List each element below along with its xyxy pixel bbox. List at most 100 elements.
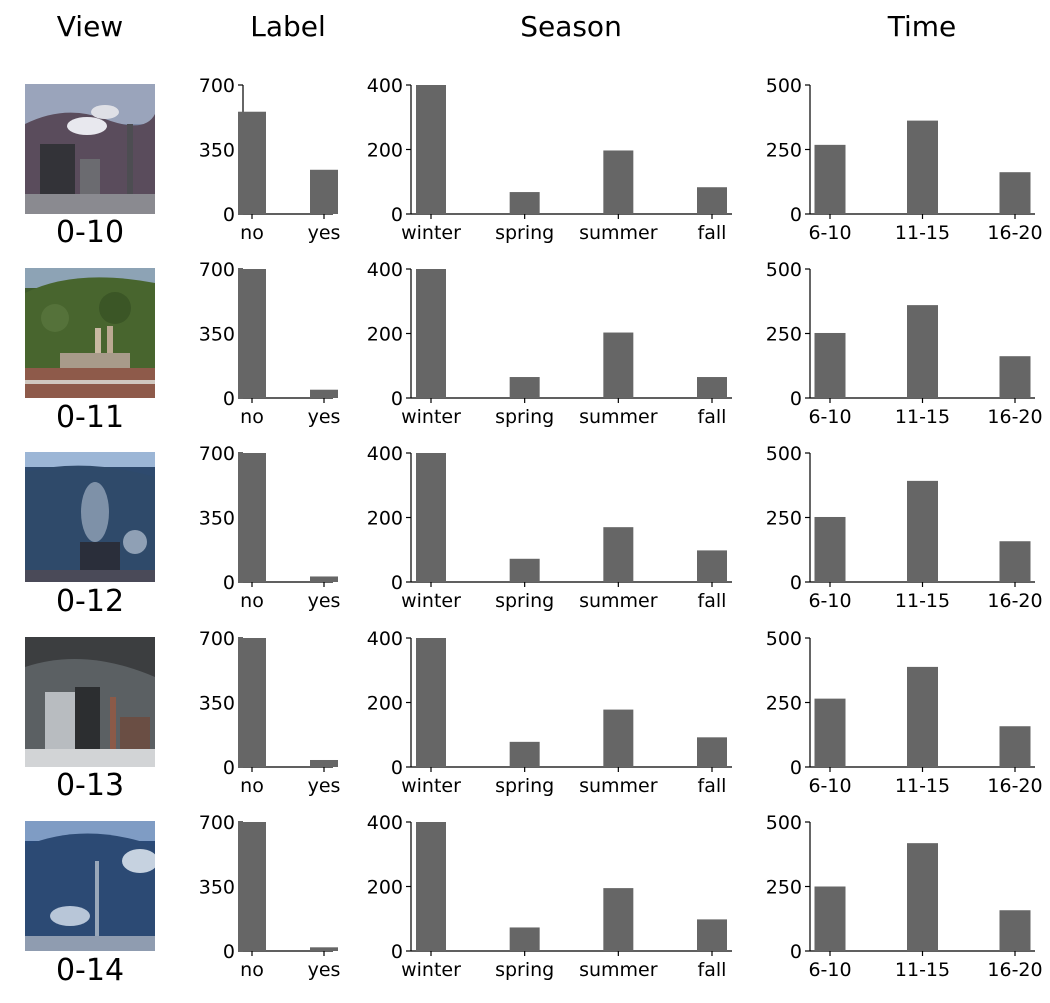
row-0-time-bar-11-15 — [907, 120, 938, 214]
row-4-time-ytick-label-500: 500 — [766, 812, 802, 834]
row-4-time-bar-6-10 — [814, 886, 846, 951]
row-0-time-bar-16-20 — [999, 172, 1031, 214]
row-2-label-xtick-label-no: no — [240, 590, 264, 612]
row-2-time-xtick-label-11-15: 11-15 — [895, 590, 950, 612]
row-1-season-ytick-label-200: 200 — [367, 324, 403, 346]
row-1-label-ytick-label-0: 0 — [223, 388, 235, 410]
row-0-season-xtick-label-summer: summer — [579, 222, 658, 244]
row-4-season-xtick-label-winter: winter — [401, 959, 461, 981]
view-thumbnail-0-13 — [25, 637, 155, 767]
row-4-season-xtick-label-fall: fall — [698, 959, 727, 981]
row-1-label-xtick-label-no: no — [240, 406, 264, 428]
view-thumbnail-0-10 — [25, 84, 155, 214]
row-0-time-xtick-label-11-15: 11-15 — [895, 222, 950, 244]
row-2-season-xtick-label-winter: winter — [401, 590, 461, 612]
row-4-label-ytick-label-350: 350 — [199, 877, 235, 899]
row-0-time-xtick-label-6-10: 6-10 — [808, 222, 851, 244]
row-3-label-ytick-label-0: 0 — [223, 757, 235, 779]
row-4-season-bar-fall — [697, 919, 727, 951]
row-1-label-bar-yes — [310, 389, 338, 398]
row-1-season-bar-summer — [603, 332, 634, 398]
header-label: Label — [250, 10, 326, 43]
row-3-season-bar-winter — [416, 638, 446, 767]
row-0-season-ytick-label-400: 400 — [367, 75, 403, 97]
row-3-label-bar-yes — [310, 759, 338, 767]
row-3-season-xtick-label-summer: summer — [579, 775, 658, 797]
row-1-season-xtick-label-summer: summer — [579, 406, 658, 428]
row-0-label-ytick-label-700: 700 — [199, 75, 235, 97]
row-1-season-ytick-label-0: 0 — [391, 388, 403, 410]
row-1-label-xtick-label-yes: yes — [308, 406, 341, 428]
row-2-season-bar-fall — [697, 550, 727, 582]
row-4-label-bar-yes — [310, 947, 338, 951]
row-4-label-ytick-label-700: 700 — [199, 812, 235, 834]
header-season: Season — [520, 10, 622, 43]
row-3-time-bar-6-10 — [814, 698, 846, 767]
row-2-time-bar-11-15 — [907, 480, 938, 582]
row-0-label-xtick-label-yes: yes — [308, 222, 341, 244]
view-thumbnail-0-11 — [25, 268, 155, 398]
row-3-label-ytick-label-700: 700 — [199, 628, 235, 650]
row-1-season-bar-fall — [697, 377, 727, 398]
row-1-time-bar-11-15 — [907, 305, 938, 398]
row-0-season-xtick-label-spring: spring — [495, 222, 554, 244]
row-4-time-xtick-label-6-10: 6-10 — [808, 959, 851, 981]
row-3-time-bar-11-15 — [907, 666, 938, 767]
row-1-time-bar-6-10 — [814, 332, 846, 398]
row-3-time-xtick-label-16-20: 16-20 — [987, 775, 1042, 797]
row-3-time-ytick-label-250: 250 — [766, 693, 802, 715]
row-4-time-bar-11-15 — [907, 843, 938, 951]
row-4-label-bar-no — [238, 822, 266, 951]
view-label-0-12: 0-12 — [55, 584, 125, 619]
row-2-time-ytick-label-0: 0 — [790, 572, 802, 594]
row-2-season-xtick-label-fall: fall — [698, 590, 727, 612]
row-3-season-bar-spring — [509, 741, 540, 767]
row-0-label-ytick-label-0: 0 — [223, 204, 235, 226]
row-2-season-bar-spring — [509, 558, 540, 582]
row-3-season-bar-fall — [697, 737, 727, 767]
row-3-label-xtick-label-yes: yes — [308, 775, 341, 797]
row-0-season-xtick-label-fall: fall — [698, 222, 727, 244]
view-label-0-10: 0-10 — [55, 215, 125, 250]
row-3-time-bar-16-20 — [999, 726, 1031, 767]
row-3-season-xtick-label-winter: winter — [401, 775, 461, 797]
row-2-time-bar-16-20 — [999, 541, 1031, 582]
row-0-time-ytick-label-250: 250 — [766, 140, 802, 162]
row-4-season-bar-winter — [416, 822, 446, 951]
row-2-time-ytick-label-250: 250 — [766, 508, 802, 530]
row-4-season-ytick-label-0: 0 — [391, 941, 403, 963]
row-3-label-xtick-label-no: no — [240, 775, 264, 797]
row-2-season-xtick-label-spring: spring — [495, 590, 554, 612]
row-2-season-bar-summer — [603, 527, 634, 582]
row-4-time-bar-16-20 — [999, 910, 1031, 951]
row-4-season-bar-spring — [509, 927, 540, 951]
row-0-season-bar-summer — [603, 150, 634, 214]
view-thumbnail-0-14 — [25, 821, 155, 951]
row-1-label-ytick-label-350: 350 — [199, 324, 235, 346]
row-3-time-xtick-label-11-15: 11-15 — [895, 775, 950, 797]
header-view: View — [56, 10, 124, 43]
row-0-time-ytick-label-500: 500 — [766, 75, 802, 97]
row-3-time-ytick-label-500: 500 — [766, 628, 802, 650]
row-4-season-ytick-label-400: 400 — [367, 812, 403, 834]
row-2-label-ytick-label-350: 350 — [199, 508, 235, 530]
row-1-label-bar-no — [238, 269, 266, 398]
row-3-season-xtick-label-spring: spring — [495, 775, 554, 797]
view-label-0-14: 0-14 — [55, 953, 125, 988]
row-4-season-xtick-label-summer: summer — [579, 959, 658, 981]
row-0-season-bar-fall — [697, 187, 727, 214]
row-0-time-xtick-label-16-20: 16-20 — [987, 222, 1042, 244]
row-2-season-ytick-label-0: 0 — [391, 572, 403, 594]
row-4-season-ytick-label-200: 200 — [367, 877, 403, 899]
row-3-season-bar-summer — [603, 709, 634, 767]
row-3-label-ytick-label-350: 350 — [199, 693, 235, 715]
row-2-time-bar-6-10 — [814, 516, 846, 582]
row-3-season-xtick-label-fall: fall — [698, 775, 727, 797]
row-2-season-ytick-label-200: 200 — [367, 508, 403, 530]
row-4-time-xtick-label-16-20: 16-20 — [987, 959, 1042, 981]
row-4-time-ytick-label-250: 250 — [766, 877, 802, 899]
row-0-time-bar-6-10 — [814, 144, 846, 214]
row-1-time-bar-16-20 — [999, 356, 1031, 398]
row-2-label-ytick-label-700: 700 — [199, 443, 235, 465]
